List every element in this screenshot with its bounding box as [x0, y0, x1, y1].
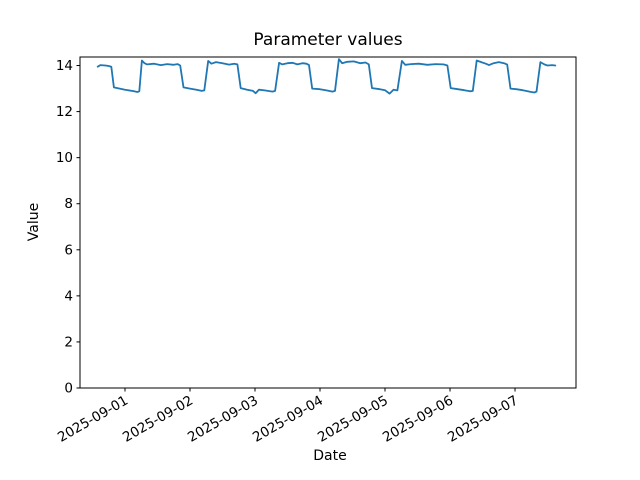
x-tick-label: 2025-09-04 — [250, 393, 326, 446]
x-tick-label: 2025-09-03 — [185, 393, 261, 446]
chart-title: Parameter values — [253, 30, 402, 50]
x-axis-tick-labels: 2025-09-012025-09-022025-09-032025-09-04… — [55, 393, 521, 446]
data-line-series — [96, 58, 557, 95]
y-tick-label: 4 — [64, 288, 73, 304]
x-tick-label: 2025-09-01 — [55, 393, 131, 446]
x-tick-label: 2025-09-02 — [120, 393, 196, 446]
y-tick-label: 14 — [56, 58, 73, 74]
x-tick-label: 2025-09-07 — [445, 393, 521, 446]
x-tick-label: 2025-09-05 — [315, 393, 391, 446]
plot-area — [79, 56, 577, 389]
y-tick-label: 2 — [64, 334, 73, 350]
y-tick-label: 0 — [64, 381, 73, 397]
x-tick-label: 2025-09-06 — [380, 393, 456, 446]
y-tick-label: 12 — [56, 104, 73, 120]
y-tick-label: 6 — [64, 242, 73, 258]
axis-ticks — [76, 65, 516, 392]
y-tick-label: 8 — [64, 196, 73, 212]
x-axis-label: Date — [313, 448, 346, 464]
y-tick-label: 10 — [56, 150, 73, 166]
y-axis-tick-labels: 0 2 4 6 8 10 12 14 — [56, 58, 73, 396]
y-axis-label: Value — [26, 203, 42, 241]
